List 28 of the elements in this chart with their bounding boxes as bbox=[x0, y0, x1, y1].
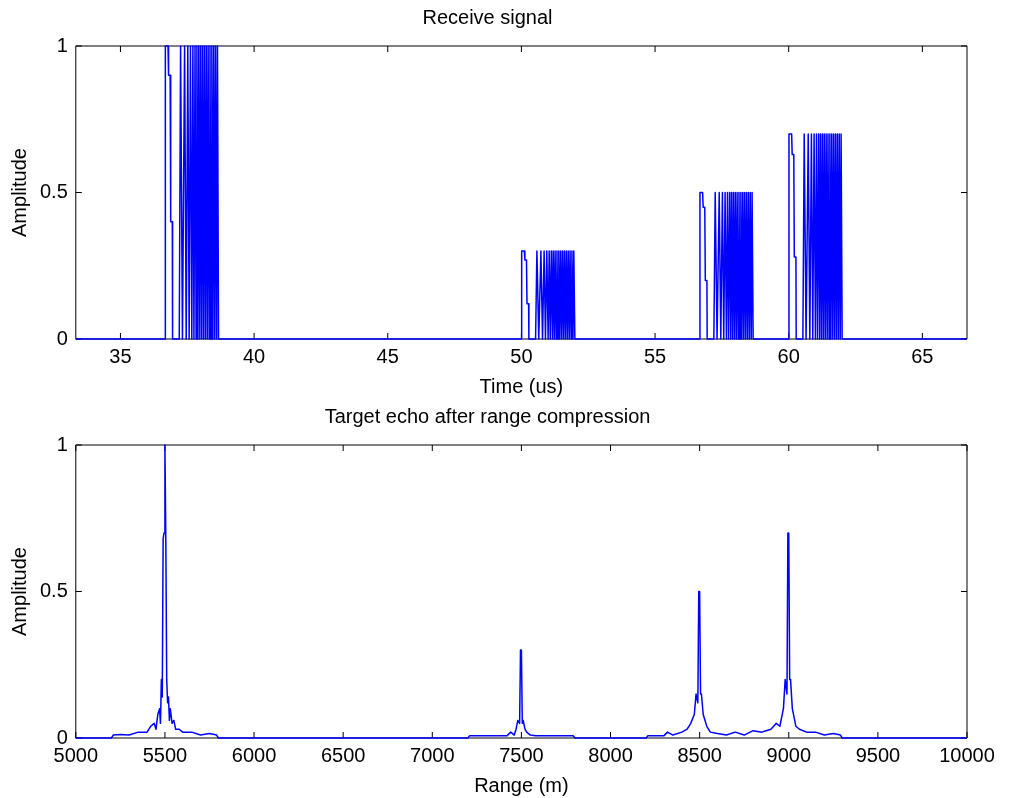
x-tick-label: 7000 bbox=[410, 743, 455, 766]
x-tick-label: 8500 bbox=[677, 743, 722, 766]
y-tick-label: 0.5 bbox=[39, 180, 68, 203]
y-tick-label: 0.5 bbox=[39, 579, 68, 602]
y-tick-label: 0 bbox=[56, 326, 68, 349]
x-tick-label: 45 bbox=[376, 344, 399, 367]
x-tick-label: 50 bbox=[510, 344, 533, 367]
x-tick-label: 40 bbox=[242, 344, 266, 367]
x-tick-label: 55 bbox=[643, 344, 667, 367]
x-tick-label: 5500 bbox=[142, 743, 188, 766]
chart-title: Receive signal bbox=[422, 5, 553, 28]
x-tick-label: 6000 bbox=[231, 743, 277, 766]
x-tick-label: 35 bbox=[109, 344, 132, 367]
y-axis-title: Amplitude bbox=[7, 547, 30, 636]
x-tick-label: 8000 bbox=[588, 743, 633, 766]
x-tick-label: 65 bbox=[911, 344, 934, 367]
x-tick-label: 60 bbox=[777, 344, 800, 367]
x-tick-label: 9500 bbox=[855, 743, 901, 766]
x-axis-title: Range (m) bbox=[474, 773, 569, 796]
x-tick-label: 7500 bbox=[499, 743, 544, 766]
x-axis-title: Time (us) bbox=[479, 374, 564, 397]
x-tick-label: 6500 bbox=[320, 743, 366, 766]
y-tick-label: 1 bbox=[56, 432, 68, 455]
y-tick-label: 1 bbox=[56, 33, 68, 56]
x-tick-label: 10000 bbox=[939, 743, 995, 766]
y-axis-title: Amplitude bbox=[7, 148, 30, 237]
chart-title: Target echo after range compression bbox=[324, 404, 651, 427]
x-tick-label: 9000 bbox=[766, 743, 812, 766]
